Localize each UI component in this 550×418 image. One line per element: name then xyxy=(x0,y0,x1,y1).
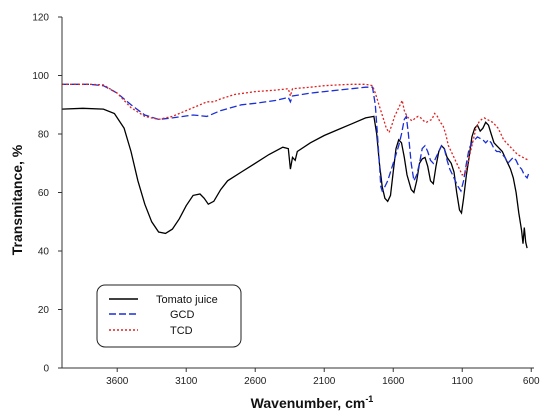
y-tick-label: 100 xyxy=(32,71,49,82)
y-tick-label: 0 xyxy=(43,364,49,375)
x-tick-label: 1100 xyxy=(451,376,473,387)
y-tick-label: 120 xyxy=(32,13,49,24)
x-tick-label: 600 xyxy=(523,376,540,387)
legend: Tomato juice GCD TCD xyxy=(96,284,242,348)
x-tick-label: 2100 xyxy=(313,376,336,387)
y-tick-label: 60 xyxy=(38,188,50,199)
legend-box xyxy=(96,284,242,348)
x-tick-label: 2600 xyxy=(244,376,267,387)
y-axis-label: Transmitance, % xyxy=(9,144,25,255)
legend-label-tcd: TCD xyxy=(170,325,193,337)
y-tick-label: 20 xyxy=(38,305,50,316)
series-line-tomato-juice xyxy=(61,107,528,249)
y-tick-label: 80 xyxy=(38,130,50,141)
y-tick-label: 40 xyxy=(38,247,50,258)
x-axis-label: Wavenumber, cm-1 xyxy=(251,394,374,411)
ticks-layer: 0 20 40 60 80 100 120 3600 3100 2600 2100 1600 1100 6… xyxy=(32,13,540,388)
series-line-gcd xyxy=(62,83,530,193)
series-layer xyxy=(61,83,530,249)
x-axis-label-superscript: -1 xyxy=(365,394,373,404)
x-tick-label: 3600 xyxy=(106,376,129,387)
x-axis-label-text: Wavenumber, cm xyxy=(251,395,366,411)
series-line-tcd xyxy=(62,83,530,176)
x-tick-label: 1600 xyxy=(382,376,405,387)
legend-label-gcd: GCD xyxy=(170,309,195,321)
x-tick-label: 3100 xyxy=(175,376,198,387)
legend-label-tomato: Tomato juice xyxy=(156,294,218,306)
